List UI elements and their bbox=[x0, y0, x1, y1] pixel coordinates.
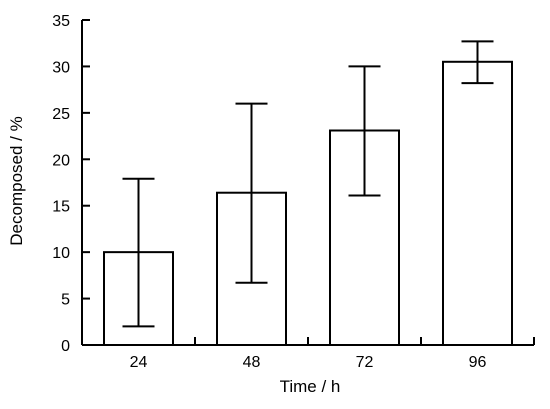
y-tick-label: 30 bbox=[52, 59, 70, 76]
bars bbox=[103, 60, 513, 347]
x-tick-label: 48 bbox=[243, 354, 261, 371]
y-tick-label: 0 bbox=[61, 338, 70, 355]
x-tick-label: 24 bbox=[130, 354, 148, 371]
y-tick-label: 5 bbox=[61, 292, 70, 309]
y-axis-label: Decomposed / % bbox=[7, 116, 26, 245]
x-tick-label: 96 bbox=[469, 354, 487, 371]
y-tick-label: 20 bbox=[52, 152, 70, 169]
y-tick-label: 15 bbox=[52, 199, 70, 216]
y-tick-label: 35 bbox=[52, 13, 70, 30]
error-bars bbox=[122, 40, 494, 328]
bar bbox=[442, 60, 513, 347]
y-tick-label: 10 bbox=[52, 245, 70, 262]
y-tick-label: 25 bbox=[52, 106, 70, 123]
y-axis: 0 5 10 15 20 25 30 35 bbox=[52, 13, 90, 355]
x-axis-label: Time / h bbox=[280, 377, 341, 396]
x-tick-label: 72 bbox=[356, 354, 374, 371]
